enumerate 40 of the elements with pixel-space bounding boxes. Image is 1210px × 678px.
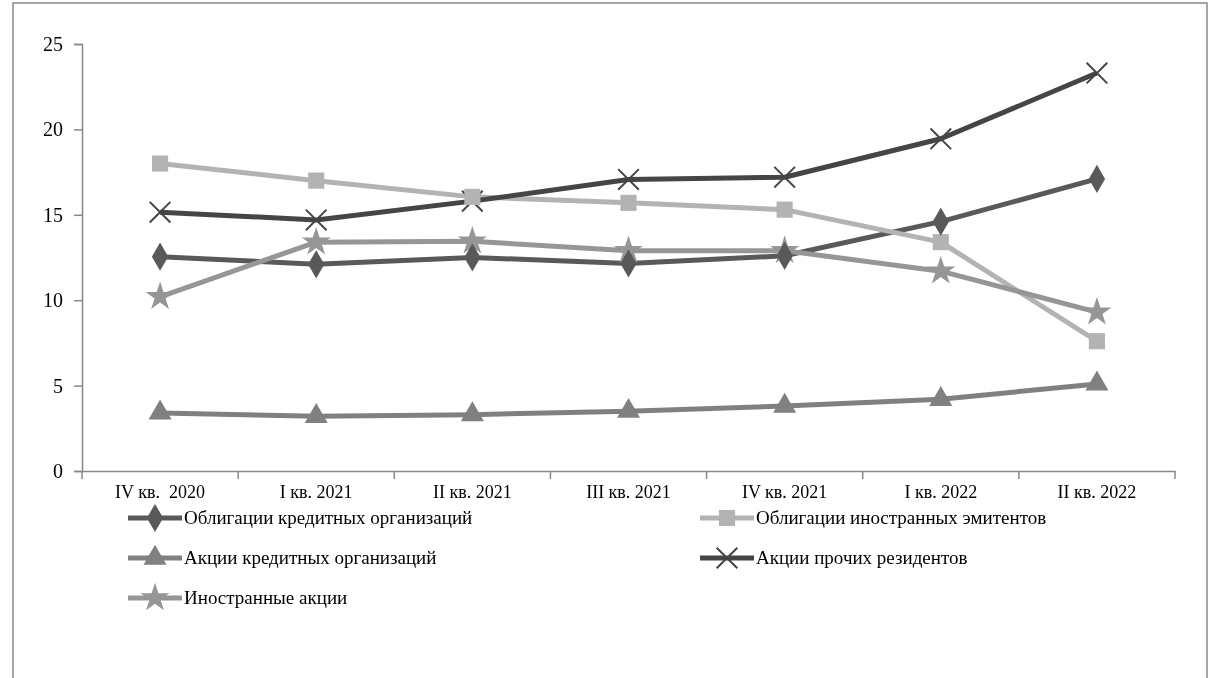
point xyxy=(776,201,793,218)
legend-label: Облигации кредитных организаций xyxy=(184,507,473,528)
point xyxy=(464,188,481,205)
x-tick-label: II кв. 2021 xyxy=(432,481,512,502)
x-tick-label: III кв. 2021 xyxy=(586,481,671,502)
legend-label: Акции кредитных организаций xyxy=(184,547,437,568)
point xyxy=(929,127,953,151)
point xyxy=(773,165,796,189)
x-tick-label: IV кв. 2021 xyxy=(741,481,828,502)
point xyxy=(616,397,641,418)
point xyxy=(1085,61,1109,85)
y-tick-label: 15 xyxy=(43,203,63,226)
legend-label: Облигации иностранных эмитентов xyxy=(756,507,1047,528)
x-tick-label: IV кв. 2020 xyxy=(115,481,206,502)
x-tick-label: I кв. 2022 xyxy=(904,481,978,502)
point xyxy=(152,155,169,172)
point xyxy=(148,399,172,420)
point xyxy=(620,194,637,211)
point xyxy=(617,168,640,191)
x-tick-label: I кв. 2021 xyxy=(279,481,353,502)
point xyxy=(148,200,172,224)
point xyxy=(926,255,956,284)
y-tick-label: 20 xyxy=(43,118,63,141)
y-tick-label: 10 xyxy=(43,289,63,312)
point xyxy=(304,403,328,423)
point xyxy=(932,234,949,251)
y-tick-label: 25 xyxy=(43,32,63,55)
point xyxy=(301,226,331,255)
point xyxy=(1085,370,1109,391)
point xyxy=(457,226,487,254)
x-tick-label: II кв. 2022 xyxy=(1057,481,1137,502)
point xyxy=(773,392,797,413)
point xyxy=(929,385,953,406)
point xyxy=(304,208,328,232)
y-tick-label: 0 xyxy=(53,459,63,482)
point xyxy=(308,172,325,189)
legend-label: Иностранные акции xyxy=(184,587,348,608)
legend-label: Акции прочих резидентов xyxy=(756,547,968,568)
point xyxy=(460,401,484,422)
y-tick-label: 5 xyxy=(53,374,63,397)
